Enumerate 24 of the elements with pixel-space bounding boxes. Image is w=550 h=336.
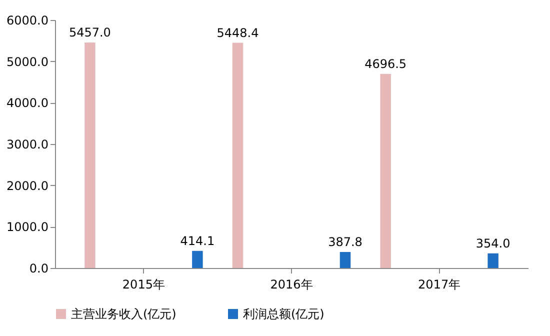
y-tick-label: 1000.0	[6, 220, 48, 234]
data-label: 5448.4	[216, 26, 259, 40]
y-tick-label: 0.0	[29, 262, 48, 276]
x-tick-label: 2015年	[122, 278, 165, 292]
bar	[192, 250, 203, 268]
bar	[84, 42, 96, 268]
legend-label: 主营业务收入(亿元)	[71, 307, 176, 321]
data-label: 4696.5	[364, 56, 407, 71]
x-tick-label: 2017年	[418, 278, 461, 292]
legend-label: 利润总额(亿元)	[243, 307, 324, 321]
data-label: 414.1	[180, 234, 215, 248]
data-label: 354.0	[476, 236, 510, 250]
y-tick-label: 6000.0	[6, 14, 48, 28]
bar	[232, 42, 244, 268]
y-tick-label: 5000.0	[6, 54, 48, 69]
bar	[380, 74, 391, 268]
y-tick-label: 2000.0	[6, 178, 48, 193]
y-tick-label: 3000.0	[6, 138, 48, 152]
data-label: 387.8	[328, 234, 362, 249]
bar	[488, 253, 498, 268]
bar	[340, 252, 351, 268]
data-label: 5457.0	[68, 25, 111, 40]
y-tick-label: 4000.0	[6, 96, 48, 110]
x-tick-label: 2016年	[270, 278, 313, 292]
